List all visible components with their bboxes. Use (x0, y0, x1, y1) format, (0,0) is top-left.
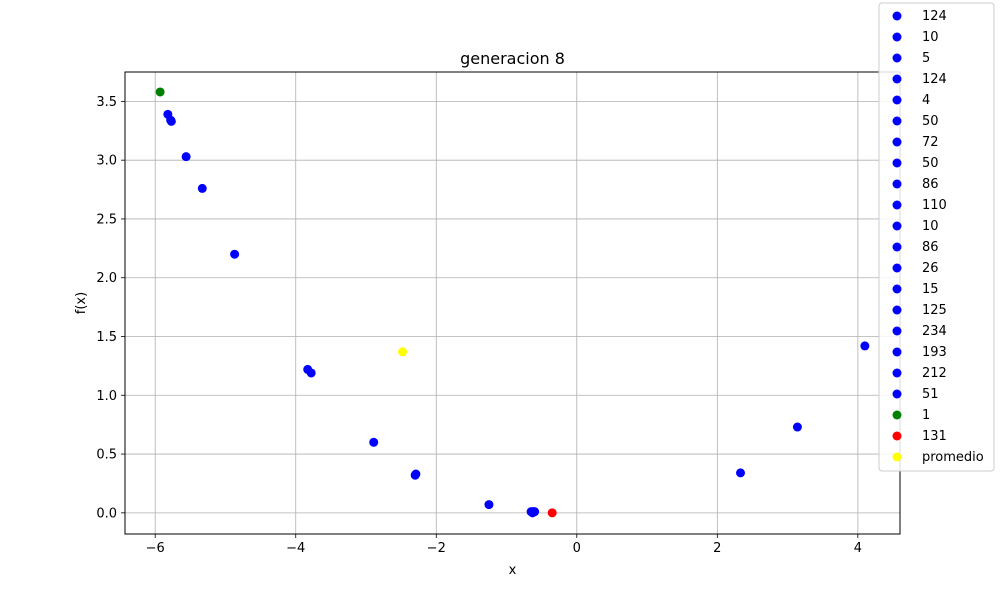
legend-label: 15 (922, 282, 939, 297)
x-tick-label: −4 (286, 541, 305, 556)
legend-marker (892, 221, 902, 231)
x-axis-label: x (509, 563, 517, 578)
legend-marker (892, 452, 902, 462)
legend-marker (892, 347, 902, 357)
data-point (410, 470, 420, 480)
x-tick-label: 0 (573, 541, 581, 556)
y-tick-label: 0.5 (96, 448, 117, 463)
legend-marker (892, 11, 902, 21)
legend-label: promedio (922, 450, 984, 465)
legend-label: 10 (922, 219, 939, 234)
legend-label: 50 (922, 114, 939, 129)
legend-marker (892, 368, 902, 378)
data-point (155, 87, 165, 97)
legend-marker (892, 263, 902, 273)
legend-label: 124 (922, 72, 947, 87)
legend-label: 50 (922, 156, 939, 171)
y-axis-label: f(x) (74, 292, 89, 314)
legend-label: 125 (922, 303, 947, 318)
x-tick-label: 2 (713, 541, 721, 556)
y-tick-label: 2.0 (96, 271, 117, 286)
legend-marker (892, 32, 902, 42)
legend-label: 212 (922, 366, 947, 381)
legend-label: 131 (922, 429, 947, 444)
legend-marker (892, 305, 902, 315)
data-point (736, 468, 746, 478)
y-tick-label: 1.0 (96, 389, 117, 404)
legend-label: 234 (922, 324, 947, 339)
legend-marker (892, 284, 902, 294)
grid (125, 72, 900, 534)
legend-label: 51 (922, 387, 939, 402)
x-tick-label: −6 (146, 541, 165, 556)
legend-label: 26 (922, 261, 939, 276)
legend-marker (892, 53, 902, 63)
legend-label: 193 (922, 345, 947, 360)
legend-label: 4 (922, 93, 930, 108)
legend-marker (892, 179, 902, 189)
legend-marker (892, 200, 902, 210)
y-tick-label: 0.0 (96, 506, 117, 521)
legend-label: 1 (922, 408, 930, 423)
legend-marker (892, 137, 902, 147)
legend-label: 10 (922, 30, 939, 45)
data-point (860, 341, 870, 351)
y-tick-label: 3.0 (96, 154, 117, 169)
y-tick-label: 3.5 (96, 95, 117, 110)
data-point (547, 508, 557, 518)
data-point (181, 152, 191, 162)
legend-marker (892, 431, 902, 441)
data-point (306, 368, 316, 378)
data-points (155, 87, 870, 518)
data-point (230, 249, 240, 259)
y-tick-label: 1.5 (96, 330, 117, 345)
data-point (792, 422, 802, 432)
x-tick-label: −2 (427, 541, 446, 556)
legend: 124 10 5 124 4 50 72 50 86 110 10 86 26 15 125 234 193 21… (878, 2, 995, 472)
legend-label: 110 (922, 198, 947, 213)
legend-label: 72 (922, 135, 939, 150)
legend-marker (892, 116, 902, 126)
data-point (166, 116, 176, 126)
legend-marker (892, 326, 902, 336)
legend-marker (892, 95, 902, 105)
legend-marker (892, 158, 902, 168)
legend-label: 86 (922, 240, 939, 255)
legend-box (878, 2, 995, 472)
legend-marker (892, 74, 902, 84)
data-point (484, 500, 494, 510)
legend-marker (892, 389, 902, 399)
data-point (528, 508, 538, 518)
legend-marker (892, 410, 902, 420)
plot-frame (124, 71, 901, 535)
chart-title: generacion 8 (460, 49, 565, 68)
legend-label: 124 (922, 9, 947, 24)
data-point (197, 183, 207, 193)
legend-label: 86 (922, 177, 939, 192)
legend-label: 5 (922, 51, 930, 66)
data-point (369, 437, 379, 447)
y-tick-label: 2.5 (96, 212, 117, 227)
axis-ticks: −6 −4 −2 0 2 4 0.0 0.5 1.0 1.5 2.0 2.5 3.0 3.5 (96, 95, 862, 556)
x-tick-label: 4 (854, 541, 862, 556)
legend-marker (892, 242, 902, 252)
data-point (398, 347, 408, 357)
